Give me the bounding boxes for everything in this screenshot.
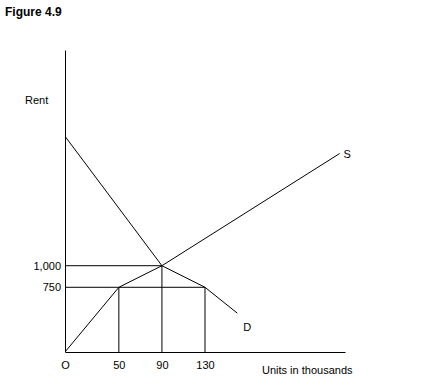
y-tick: 1,000 [33,260,65,272]
x-tick: 130 [196,352,214,371]
x-tick-label: 90 [156,359,168,371]
x-tick-label: O [61,359,70,371]
series-label: D [243,321,251,333]
series-line [65,136,237,313]
x-tick: 90 [156,352,168,371]
guide-line [65,287,205,352]
y-axis: 750 1,000 [33,51,65,353]
x-axis-label: Units in thousands [262,364,353,376]
title: Figure 4.9 [5,5,62,19]
chart: Figure 4.9 Rent Units in thousands O 50 90 130… [0,0,426,388]
x-axis: O 50 90 130 [61,352,345,371]
guide-line [65,266,162,352]
y-tick-label: 750 [43,281,61,293]
y-tick: 750 [43,281,65,293]
x-axis-line [66,352,346,353]
x-tick-label: 50 [113,359,125,371]
x-tick: 50 [113,352,125,371]
guide-line [118,287,119,352]
x-tick: O [61,352,70,371]
series-line [65,154,340,352]
y-axis-line [65,51,66,353]
plot-area [65,136,340,352]
series-label: S [344,148,351,160]
x-tick-label: 130 [196,359,214,371]
y-tick-label: 1,000 [33,260,61,272]
y-axis-label: Rent [25,94,48,106]
